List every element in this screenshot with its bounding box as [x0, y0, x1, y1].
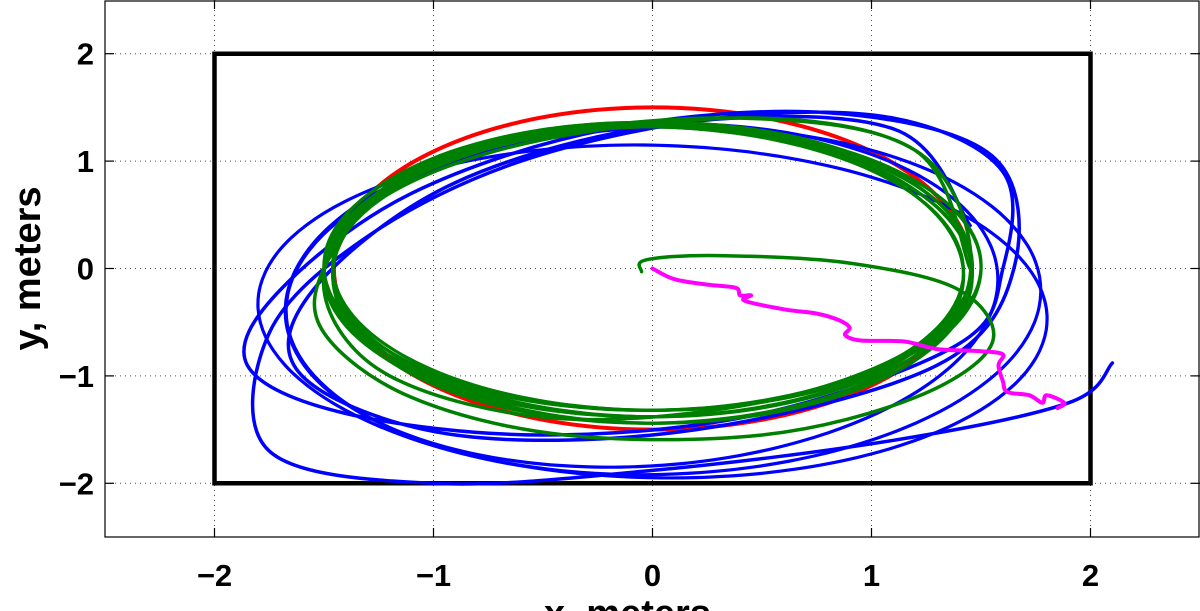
y-tick-label: 1: [77, 144, 94, 179]
trajectory-loop: [283, 121, 1000, 469]
x-tick-label: −1: [416, 558, 451, 593]
y-tick-labels: −2 −1 0 1 2: [59, 37, 94, 502]
y-tick-label: −1: [59, 359, 94, 394]
trajectory-series-3: [650, 266, 1067, 411]
trajectory-loop: [331, 125, 974, 412]
y-tick-label: 0: [77, 252, 94, 287]
x-tick-label: 2: [1082, 558, 1099, 593]
trajectory-loop: [331, 120, 966, 425]
trajectory-series-2: [312, 116, 996, 442]
x-tick-label: −2: [197, 558, 232, 593]
x-tick-labels: −2 −1 0 1 2: [197, 558, 1099, 593]
plot-frame: [104, 0, 1200, 538]
trajectory-series-1: [242, 109, 1115, 486]
arena-boundary: [212, 51, 1093, 486]
x-axis-label: x, meters: [544, 593, 711, 611]
trajectory-line: [242, 109, 1115, 486]
trajectory-line: [650, 266, 1067, 411]
x-tick-label: 0: [644, 558, 661, 593]
y-tick-label: 2: [77, 37, 94, 72]
trajectory-series: [212, 51, 1115, 486]
x-tick-label: 1: [863, 558, 880, 593]
trajectory-loop: [322, 122, 983, 419]
y-axis-label: y, meters: [7, 186, 49, 350]
y-tick-label: −2: [59, 466, 94, 501]
